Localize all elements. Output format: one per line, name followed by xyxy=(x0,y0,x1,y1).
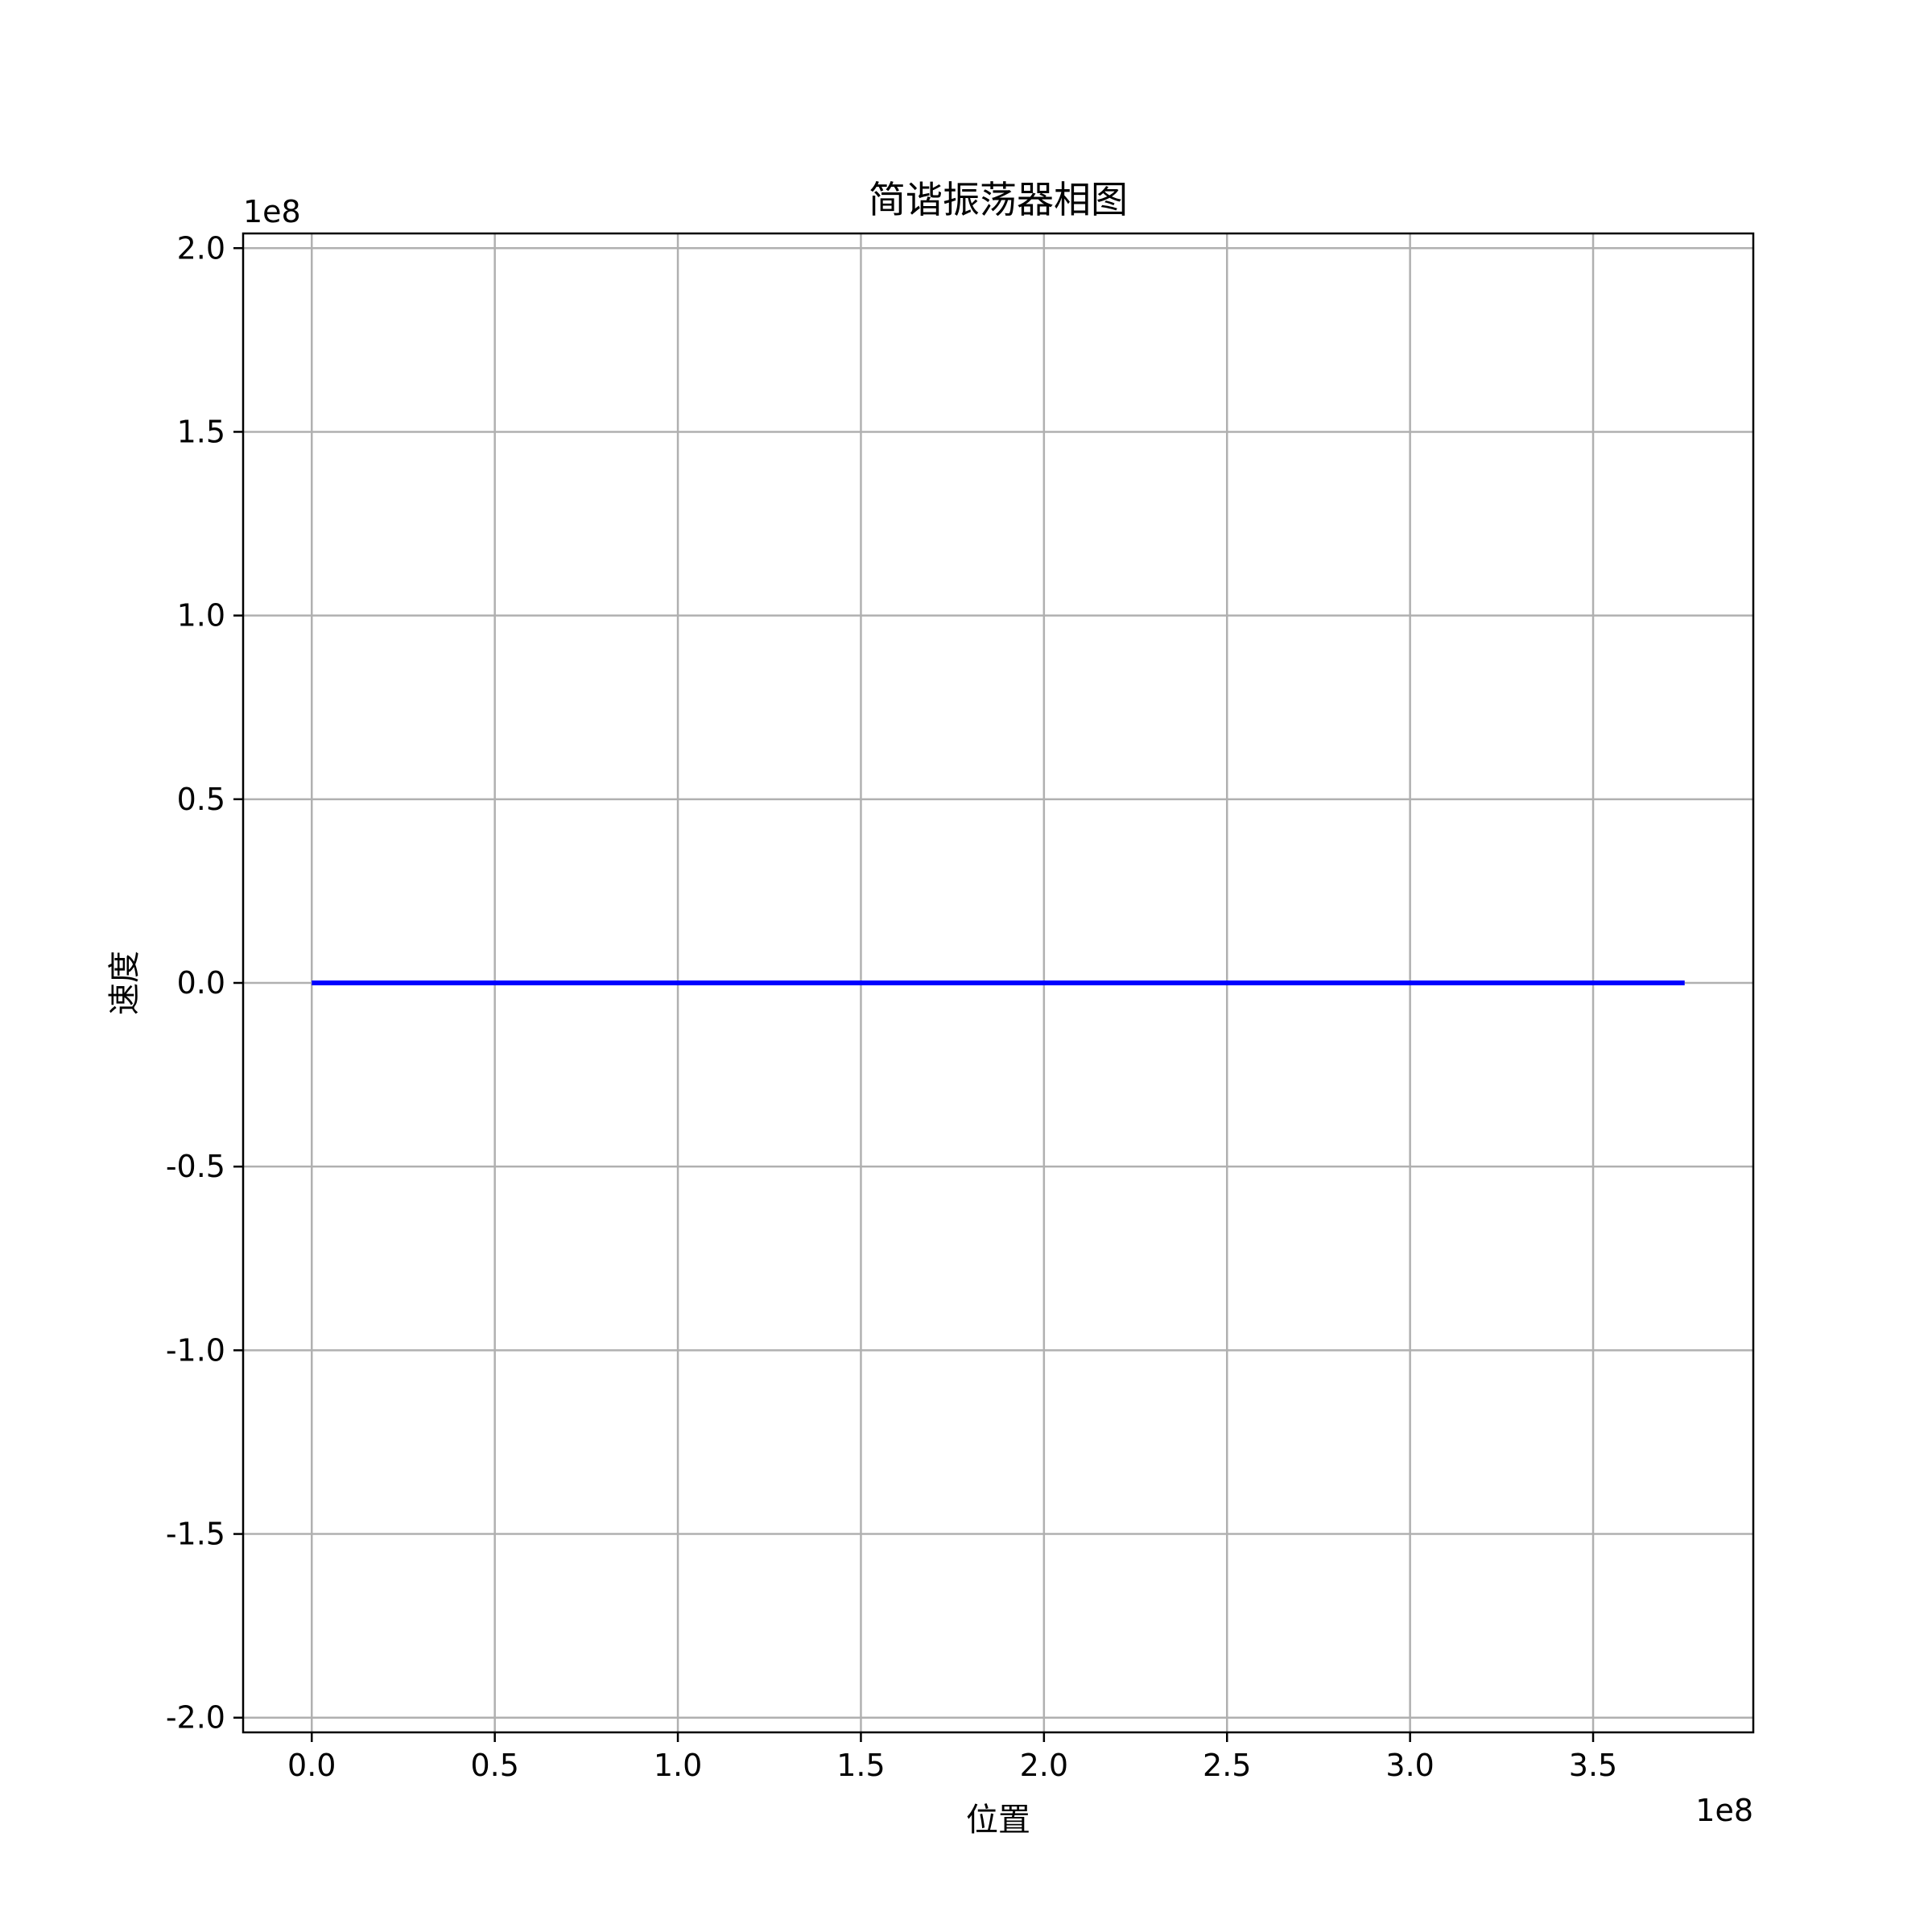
y-tick-label: 2.0 xyxy=(177,230,225,266)
y-tick-label: 0.0 xyxy=(177,965,225,1001)
y-tick-label: -1.0 xyxy=(166,1332,225,1368)
tick-layer: 0.0 0.5 1.0 1.5 2.0 2.5 3.0 3.5 2.0 1.5 1.0 0.5 0.0 -… xyxy=(166,230,1617,1783)
chart-title: 简谐振荡器相图 xyxy=(869,178,1128,221)
x-tick-label: 1.5 xyxy=(836,1748,885,1783)
x-tick-label: 0.5 xyxy=(470,1748,518,1783)
x-tick-label: 1.0 xyxy=(654,1748,702,1783)
y-tick-label: 1.0 xyxy=(177,598,225,634)
x-tick-label: 0.0 xyxy=(287,1748,336,1783)
y-axis-label: 速度 xyxy=(106,951,143,1015)
x-axis-label: 位置 xyxy=(966,1802,1030,1839)
y-tick-label: -2.0 xyxy=(166,1700,225,1736)
x-axis-offset-label: 1e8 xyxy=(1695,1793,1753,1828)
x-tick-label: 3.5 xyxy=(1569,1748,1617,1783)
x-tick-label: 2.5 xyxy=(1203,1748,1251,1783)
y-axis-offset-label: 1e8 xyxy=(243,194,301,229)
y-tick-label: -0.5 xyxy=(166,1149,225,1184)
y-tick-label: 1.5 xyxy=(177,414,225,449)
x-tick-label: 2.0 xyxy=(1020,1748,1068,1783)
x-tick-label: 3.0 xyxy=(1385,1748,1434,1783)
y-tick-label: -1.5 xyxy=(166,1517,225,1552)
y-tick-label: 0.5 xyxy=(177,782,225,817)
